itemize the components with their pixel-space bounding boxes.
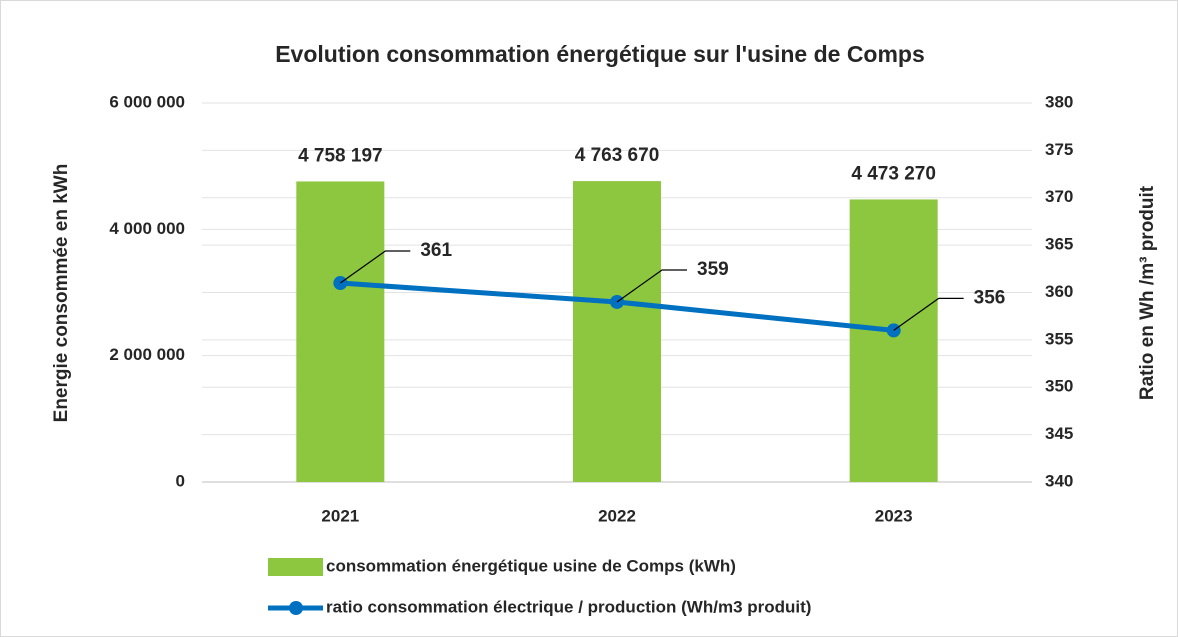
leader-line xyxy=(616,269,687,303)
x-tick-label: 2022 xyxy=(598,506,636,525)
line-value-label: 361 xyxy=(420,240,452,261)
y-tick-label: 4 000 000 xyxy=(109,219,185,238)
y2-tick-label: 350 xyxy=(1045,377,1073,396)
bar xyxy=(296,181,385,482)
bar-value-label: 4 473 270 xyxy=(851,163,936,184)
bar-value-label: 4 763 670 xyxy=(575,145,660,166)
y2-tick-label: 380 xyxy=(1045,92,1073,111)
y2-tick-label: 340 xyxy=(1045,471,1073,490)
y-axis-label: Energie consommée en kWh xyxy=(51,164,72,423)
leader-line xyxy=(339,250,411,284)
x-tick-label: 2021 xyxy=(321,506,359,525)
y2-tick-label: 375 xyxy=(1045,140,1073,159)
bar-value-label: 4 758 197 xyxy=(298,145,383,166)
leader-line xyxy=(893,297,964,331)
chart-title: Evolution consommation énergétique sur l… xyxy=(275,41,925,67)
y2-tick-label: 360 xyxy=(1045,282,1073,301)
y2-tick-label: 365 xyxy=(1045,235,1073,254)
y2-axis-label: Ratio en Wh /m³ produit xyxy=(1137,185,1158,400)
y-tick-label: 0 xyxy=(176,471,185,490)
y2-tick-label: 355 xyxy=(1045,329,1073,348)
y2-tick-label: 370 xyxy=(1045,187,1073,206)
legend-label: consommation énergétique usine de Comps … xyxy=(326,556,736,575)
y-tick-label: 2 000 000 xyxy=(109,345,185,364)
legend-swatch xyxy=(268,558,323,576)
x-tick-label: 2023 xyxy=(875,506,913,525)
y2-tick-label: 345 xyxy=(1045,424,1073,443)
bar xyxy=(573,181,661,482)
line-value-label: 356 xyxy=(974,287,1006,308)
line-value-label: 359 xyxy=(697,259,729,280)
legend-swatch-marker xyxy=(289,601,303,615)
y-tick-label: 6 000 000 xyxy=(109,92,185,111)
legend-label: ratio consommation électrique / producti… xyxy=(326,597,811,616)
bar xyxy=(849,199,938,482)
